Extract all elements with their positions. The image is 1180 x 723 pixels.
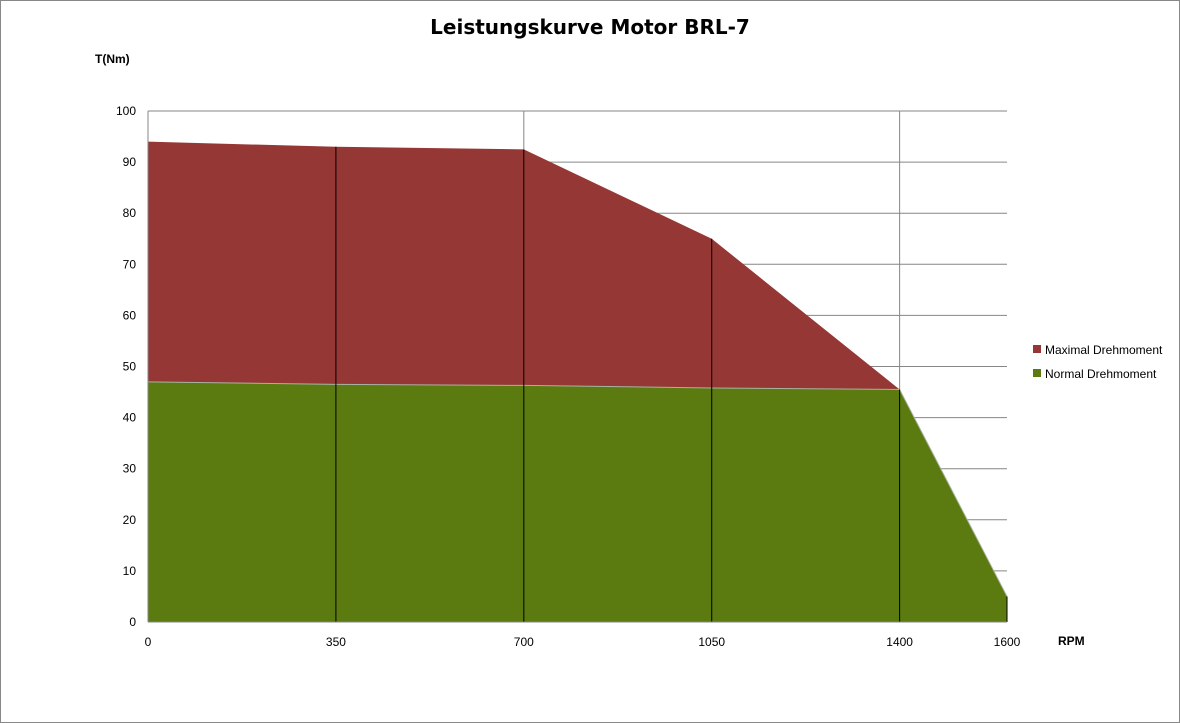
- axis-layer: [147, 111, 1007, 623]
- legend-swatch: [1033, 345, 1041, 353]
- x-tick-label: 1600: [994, 635, 1021, 649]
- x-axis-label: RPM: [1058, 634, 1085, 648]
- y-tick-label: 90: [123, 155, 137, 169]
- y-tick-label: 100: [116, 104, 136, 118]
- y-tick-label: 40: [123, 411, 137, 425]
- area-normal-drehmoment: [148, 381, 1007, 622]
- y-tick-label: 50: [123, 360, 137, 374]
- vertical-line-layer: [335, 111, 1008, 622]
- y-tick-label: 70: [123, 257, 137, 271]
- legend-swatch: [1033, 369, 1041, 377]
- y-tick-label: 10: [123, 564, 137, 578]
- x-tick-label: 700: [514, 635, 534, 649]
- y-tick-label: 20: [123, 513, 137, 527]
- chart-title: Leistungskurve Motor BRL-7: [430, 15, 750, 39]
- line-normal-drehmoment: [147, 381, 1008, 597]
- x-tick-label: 350: [326, 635, 346, 649]
- area-layer: [147, 141, 1008, 622]
- y-axis-label: T(Nm): [95, 52, 130, 66]
- y-tick-label: 0: [129, 615, 136, 629]
- y-tick-label: 30: [123, 462, 137, 476]
- y-tick-label: 80: [123, 206, 137, 220]
- legend-label: Maximal Drehmoment: [1045, 343, 1163, 357]
- tick-label-layer: 0 10 20 30 40 50 60 70 80 90 100 0 350 700 1050 1400 160…: [116, 104, 1021, 649]
- legend-label: Normal Drehmoment: [1045, 367, 1157, 381]
- x-tick-label: 0: [145, 635, 152, 649]
- x-tick-label: 1400: [886, 635, 913, 649]
- x-tick-label: 1050: [698, 635, 725, 649]
- y-tick-label: 60: [123, 308, 137, 322]
- legend: Maximal Drehmoment Normal Drehmoment: [1033, 343, 1163, 381]
